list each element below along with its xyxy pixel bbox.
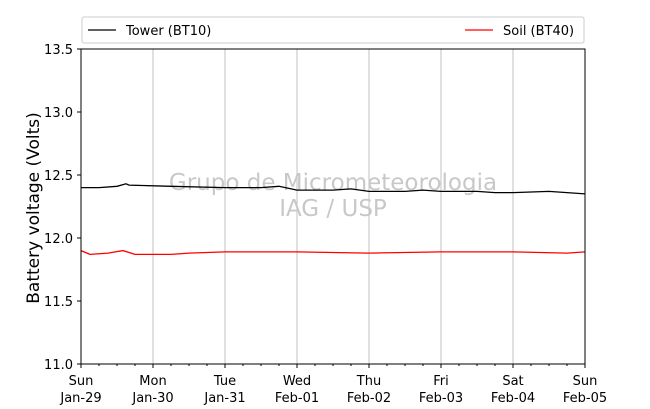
watermark: Grupo de Micrometeorologia IAG / USP <box>169 170 497 222</box>
y-axis: 11.0 11.5 12.0 12.5 13.0 13.5 <box>44 43 81 373</box>
x-tick-day: Sun <box>573 374 598 389</box>
x-tick-day: Sat <box>502 374 523 389</box>
legend-label-tower: Tower (BT10) <box>125 24 211 39</box>
y-tick-label: 12.0 <box>44 232 73 247</box>
x-tick-date: Feb-03 <box>419 391 463 406</box>
vertical-grid <box>152 49 514 364</box>
x-tick-date: Jan-30 <box>131 391 173 406</box>
x-tick-day: Mon <box>139 374 166 389</box>
x-axis: Sun Jan-29 Mon Jan-30 Tue Jan-31 Wed Feb-01 Thu F… <box>59 364 607 406</box>
y-tick-label: 11.5 <box>44 295 73 310</box>
x-tick-date: Feb-04 <box>491 391 535 406</box>
watermark-line-1: Grupo de Micrometeorologia <box>169 170 497 196</box>
legend-label-soil: Soil (BT40) <box>503 24 574 39</box>
x-tick-day: Sun <box>69 374 94 389</box>
series-lines <box>80 183 586 256</box>
y-axis-title: Battery voltage (Volts) <box>24 112 44 303</box>
x-tick-date: Feb-01 <box>275 391 319 406</box>
y-tick-label: 13.5 <box>44 43 73 58</box>
x-tick-day: Tue <box>213 374 236 389</box>
x-tick-date: Jan-31 <box>203 391 245 406</box>
watermark-line-2: IAG / USP <box>279 196 387 222</box>
x-tick-date: Feb-02 <box>347 391 391 406</box>
x-tick-day: Fri <box>433 374 449 389</box>
x-tick-date: Jan-29 <box>59 391 101 406</box>
y-tick-label: 12.5 <box>44 169 73 184</box>
series-line-1 <box>80 249 586 256</box>
x-tick-day: Thu <box>356 374 381 389</box>
legend-box <box>81 16 585 44</box>
x-tick-day: Wed <box>283 374 311 389</box>
legend: Tower (BT10) Soil (BT40) <box>81 16 585 44</box>
x-tick-date: Feb-05 <box>563 391 607 406</box>
series-line-0 <box>81 183 586 195</box>
y-tick-label: 13.0 <box>44 106 73 121</box>
y-tick-label: 11.0 <box>44 358 73 373</box>
